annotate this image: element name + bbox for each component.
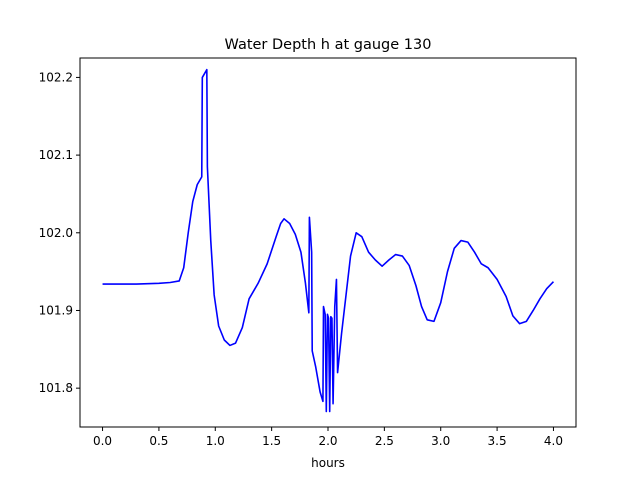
x-tick-label: 2.0 [318,434,337,448]
y-tick-label: 102.2 [39,70,73,84]
y-tick-label: 102.0 [39,226,73,240]
y-axis: 101.8 101.9 102.0 102.1 102.2 [39,70,80,395]
x-tick-label: 1.0 [206,434,225,448]
plot-area [102,68,555,413]
x-tick-label: 1.5 [262,434,281,448]
plot-frame [79,57,577,428]
x-tick-label: 3.5 [488,434,507,448]
x-tick-label: 0.0 [93,434,112,448]
x-tick-label: 3.0 [431,434,450,448]
y-tick-label: 102.1 [39,148,73,162]
y-tick-label: 101.8 [39,381,73,395]
x-tick-label: 2.5 [375,434,394,448]
x-tick-label: 4.0 [544,434,563,448]
chart-title: Water Depth h at gauge 130 [225,37,432,53]
x-tick-label: 0.5 [149,434,168,448]
y-tick-label: 101.9 [39,303,73,317]
x-axis-label: hours [311,456,345,470]
series-line-0 [102,68,555,413]
x-axis: 0.0 0.5 1.0 1.5 2.0 2.5 3.0 3.5 4.0 [93,427,563,448]
